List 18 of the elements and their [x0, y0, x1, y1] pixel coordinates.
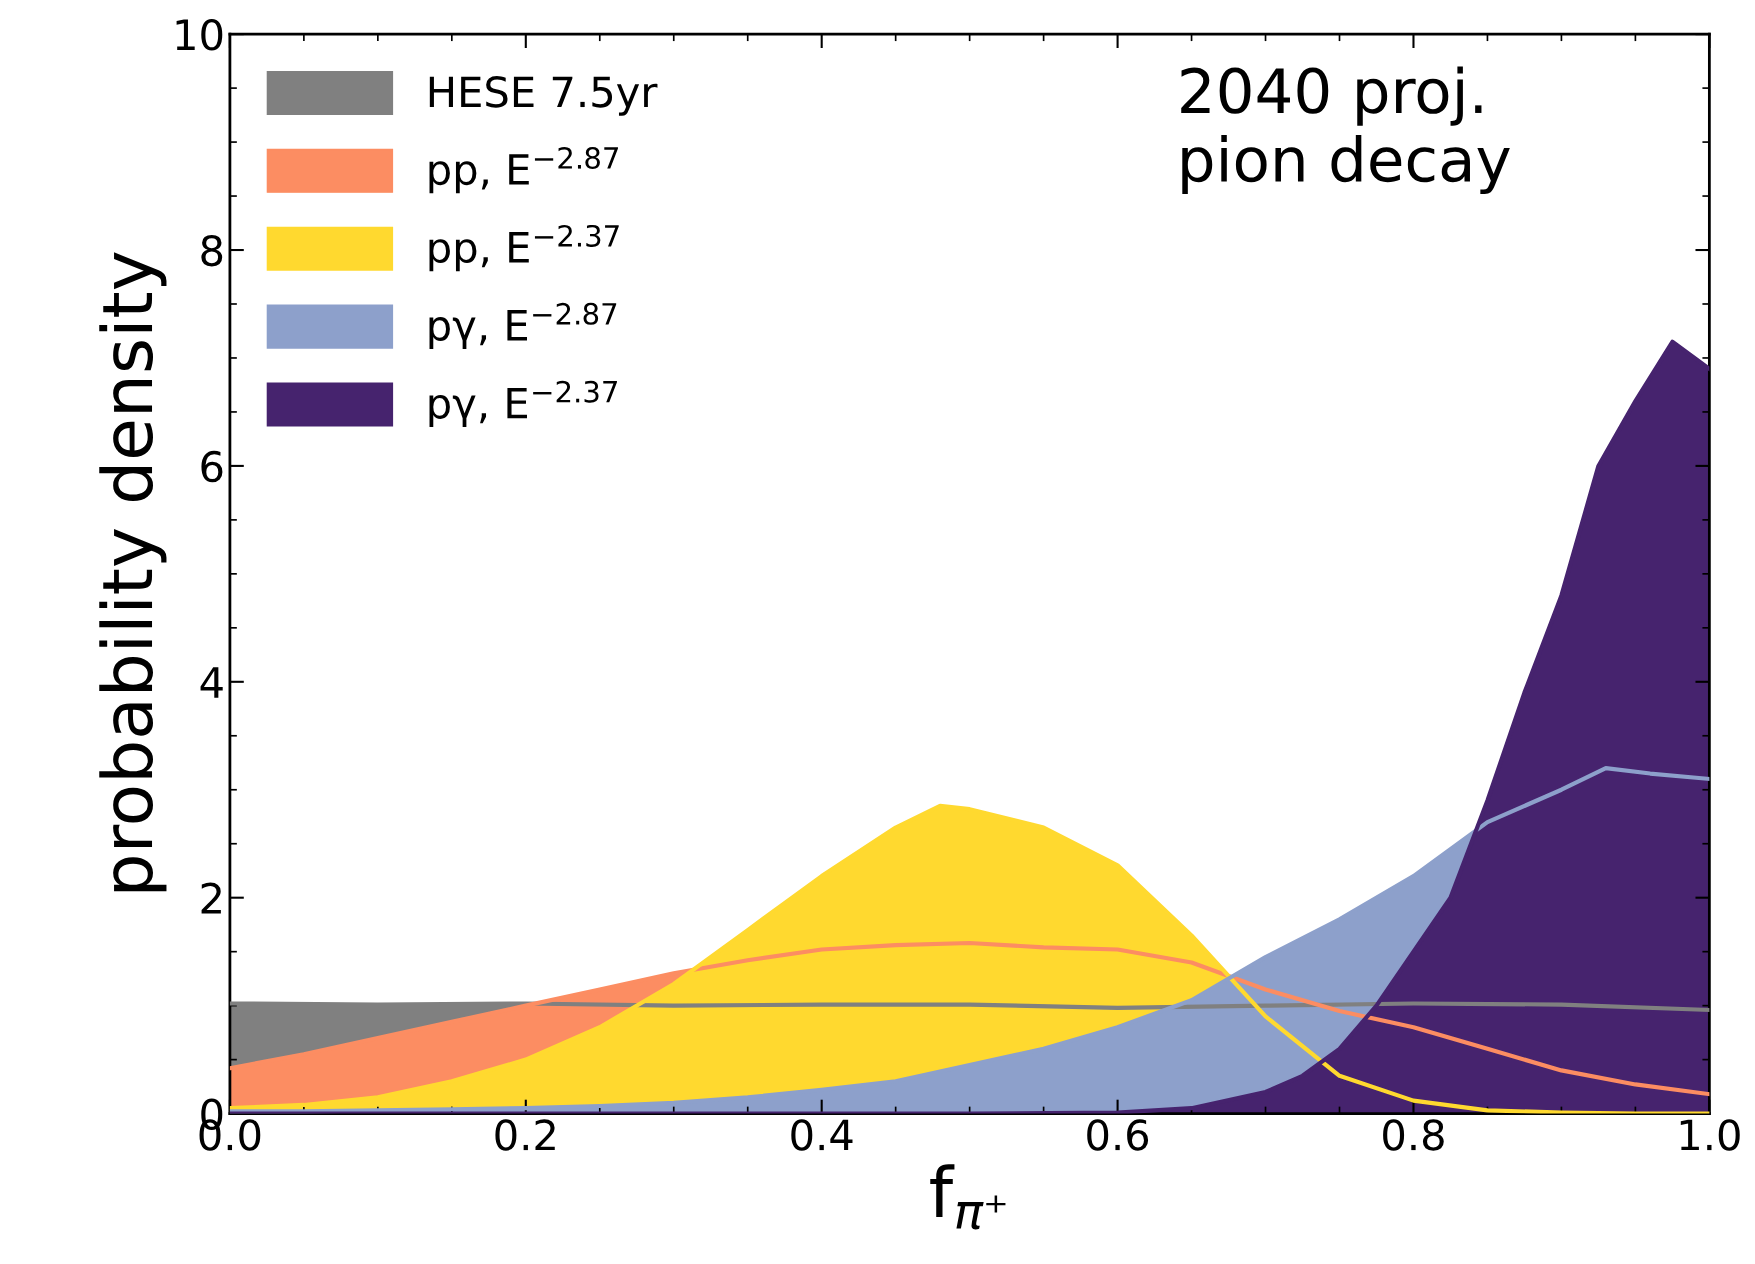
- x-tick-label: 0.6: [1087, 1119, 1149, 1151]
- annotation: 2040 proj. pion decay: [1181, 66, 1510, 195]
- legend-label: pγ, E$^{−2.87}$: [429, 302, 617, 350]
- x-tick-label: 0.4: [791, 1119, 853, 1151]
- x-axis-title: f$_{π⁺}$: [930, 1164, 1006, 1230]
- legend-label: pp, E$^{−2.87}$: [429, 146, 618, 194]
- y-tick-label: 10: [176, 19, 223, 51]
- y-tick-label: 2: [201, 882, 221, 914]
- legend-label: HESE 7.5yr: [429, 76, 658, 116]
- legend-label: pγ, E$^{−2.37}$: [429, 380, 617, 427]
- x-tick-label: 0.2: [495, 1119, 555, 1151]
- x-tick-label: 0.8: [1383, 1119, 1444, 1151]
- y-tick-label: 4: [200, 667, 223, 698]
- y-axis-title: probability density: [99, 252, 167, 892]
- y-tick-label: 6: [201, 450, 223, 483]
- legend-label: pp, E$^{−2.37}$: [429, 224, 619, 272]
- y-tick-label: 8: [201, 234, 223, 267]
- x-tick-label: 1.0: [1680, 1119, 1740, 1151]
